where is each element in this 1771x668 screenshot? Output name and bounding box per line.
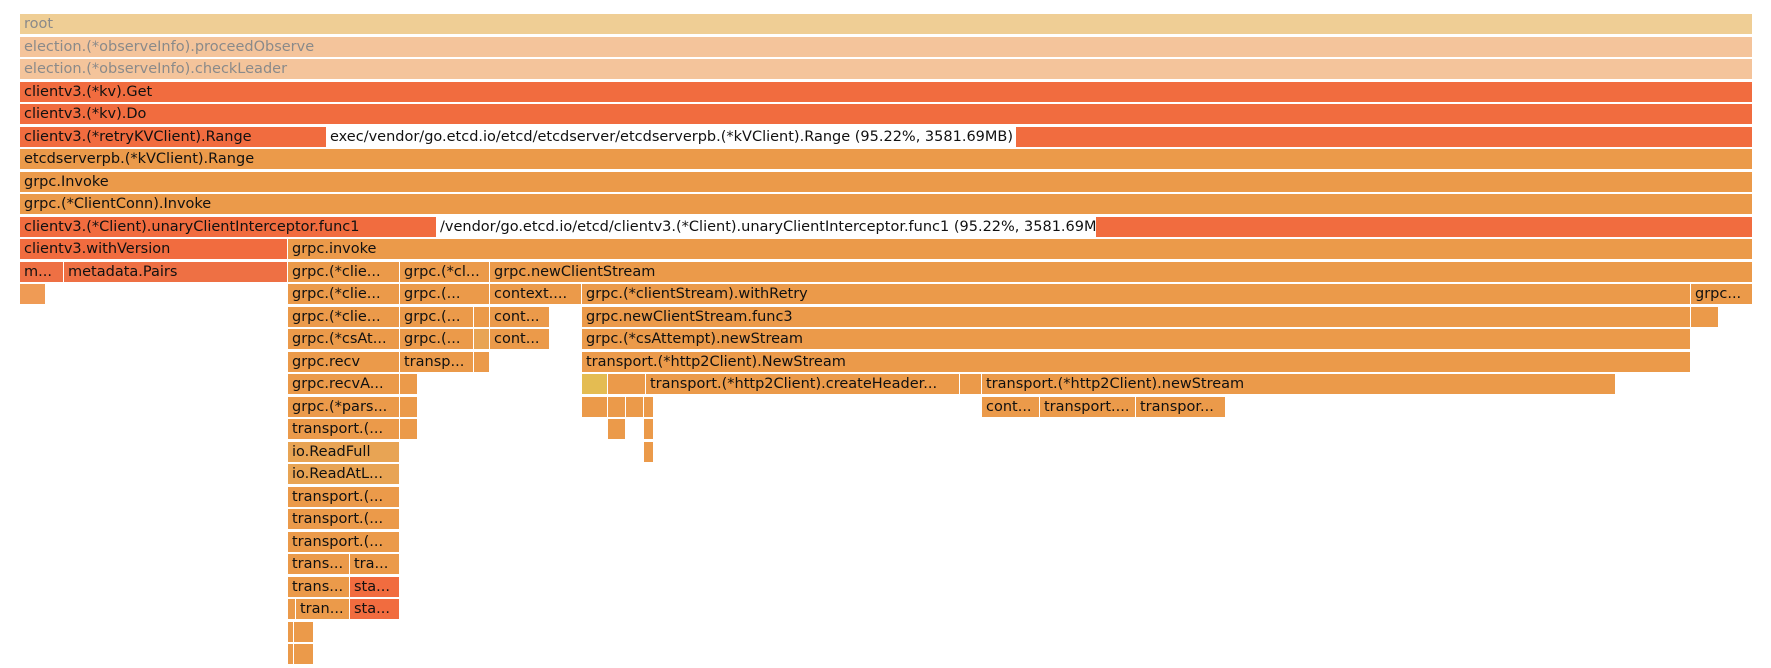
flame-frame[interactable] [288, 599, 296, 620]
flame-frame[interactable]: transport.(*http2Client).createHeader... [646, 374, 960, 395]
flame-frame[interactable] [608, 397, 626, 418]
flame-frame[interactable] [400, 419, 418, 440]
frame-tooltip: /vendor/go.etcd.io/etcd/clientv3.(*Clien… [436, 217, 1096, 237]
flame-frame[interactable]: sta... [350, 599, 400, 620]
flame-frame[interactable]: transpor... [1136, 397, 1226, 418]
flame-frame[interactable]: grpc.Invoke [20, 172, 1753, 193]
flame-frame[interactable]: etcdserverpb.(*kVClient).Range [20, 149, 1753, 170]
flame-frame[interactable] [608, 374, 646, 395]
flame-frame[interactable]: grpc.(*clie... [288, 262, 400, 283]
flame-frame[interactable]: grpc.invoke [288, 239, 1753, 260]
flame-frame[interactable]: clientv3.withVersion [20, 239, 288, 260]
flame-frame[interactable] [644, 442, 654, 463]
flame-frame[interactable]: clientv3.(*kv).Do [20, 104, 1753, 125]
flame-frame[interactable]: m... [20, 262, 64, 283]
flame-frame[interactable] [474, 329, 490, 350]
flame-frame[interactable]: clientv3.(*kv).Get [20, 82, 1753, 103]
flame-frame[interactable] [582, 374, 608, 395]
flame-frame[interactable]: transport.... [1040, 397, 1136, 418]
flame-frame[interactable] [20, 284, 46, 305]
frame-tooltip: exec/vendor/go.etcd.io/etcd/etcdserver/e… [326, 127, 1016, 147]
flame-frame[interactable]: transport.(... [288, 419, 400, 440]
flame-frame[interactable]: tran... [296, 599, 350, 620]
flame-frame[interactable] [1691, 307, 1719, 328]
flame-frame[interactable]: grpc.recv [288, 352, 400, 373]
flame-frame[interactable] [644, 419, 654, 440]
flame-frame[interactable]: grpc.(... [400, 284, 490, 305]
flame-frame[interactable] [582, 397, 608, 418]
flame-frame[interactable]: grpc.(*ClientConn).Invoke [20, 194, 1753, 215]
flame-frame[interactable]: grpc.(*csAttempt).newStream [582, 329, 1691, 350]
flame-frame[interactable]: tra... [350, 554, 400, 575]
flame-frame[interactable]: cont... [490, 329, 550, 350]
flame-frame[interactable]: trans... [288, 554, 350, 575]
flame-frame[interactable]: io.ReadAtL... [288, 464, 400, 485]
flame-frame[interactable]: transport.(... [288, 532, 400, 553]
flame-frame[interactable]: grpc.recvA... [288, 374, 400, 395]
flame-frame[interactable]: transport.(*http2Client).NewStream [582, 352, 1691, 373]
flame-frame[interactable] [294, 622, 314, 643]
flame-frame[interactable]: grpc.(... [400, 307, 474, 328]
flame-frame[interactable]: election.(*observeInfo).proceedObserve [20, 37, 1753, 58]
flame-frame[interactable]: transport.(... [288, 509, 400, 530]
flame-frame[interactable]: root [20, 14, 1753, 35]
flame-frame[interactable]: sta... [350, 577, 400, 598]
flame-frame[interactable]: cont... [490, 307, 550, 328]
flame-frame[interactable] [644, 397, 654, 418]
flame-frame[interactable] [626, 397, 644, 418]
flame-frame[interactable]: transport.(... [288, 487, 400, 508]
flame-frame[interactable]: grpc.(*cl... [400, 262, 490, 283]
flame-frame[interactable]: grpc.(*clientStream).withRetry [582, 284, 1691, 305]
flame-frame[interactable] [288, 644, 294, 665]
flame-frame[interactable]: grpc.newClientStream [490, 262, 1753, 283]
flame-frame[interactable]: grpc.(*clie... [288, 284, 400, 305]
flame-frame[interactable] [400, 397, 418, 418]
flame-frame[interactable]: metadata.Pairs [64, 262, 288, 283]
flame-frame[interactable] [608, 419, 626, 440]
flame-frame[interactable]: context.... [490, 284, 582, 305]
flame-frame[interactable]: election.(*observeInfo).checkLeader [20, 59, 1753, 80]
flame-frame[interactable] [400, 374, 418, 395]
flame-frame[interactable]: grpc.(*clie... [288, 307, 400, 328]
flame-frame[interactable]: grpc.(... [400, 329, 474, 350]
flame-frame[interactable]: transport.(*http2Client).newStream [982, 374, 1616, 395]
flame-frame[interactable]: io.ReadFull [288, 442, 400, 463]
flame-frame[interactable]: grpc.(*pars... [288, 397, 400, 418]
flame-frame[interactable]: grpc... [1691, 284, 1753, 305]
flame-frame[interactable]: grpc.newClientStream.func3 [582, 307, 1691, 328]
flame-frame[interactable]: grpc.(*csAt... [288, 329, 400, 350]
flame-frame[interactable] [294, 644, 314, 665]
flame-frame[interactable] [474, 352, 490, 373]
flame-frame[interactable]: trans... [288, 577, 350, 598]
flame-frame[interactable]: transp... [400, 352, 474, 373]
flame-frame[interactable] [474, 307, 490, 328]
flame-frame[interactable]: cont... [982, 397, 1040, 418]
flame-frame[interactable] [960, 374, 982, 395]
flame-frame[interactable] [288, 622, 294, 643]
